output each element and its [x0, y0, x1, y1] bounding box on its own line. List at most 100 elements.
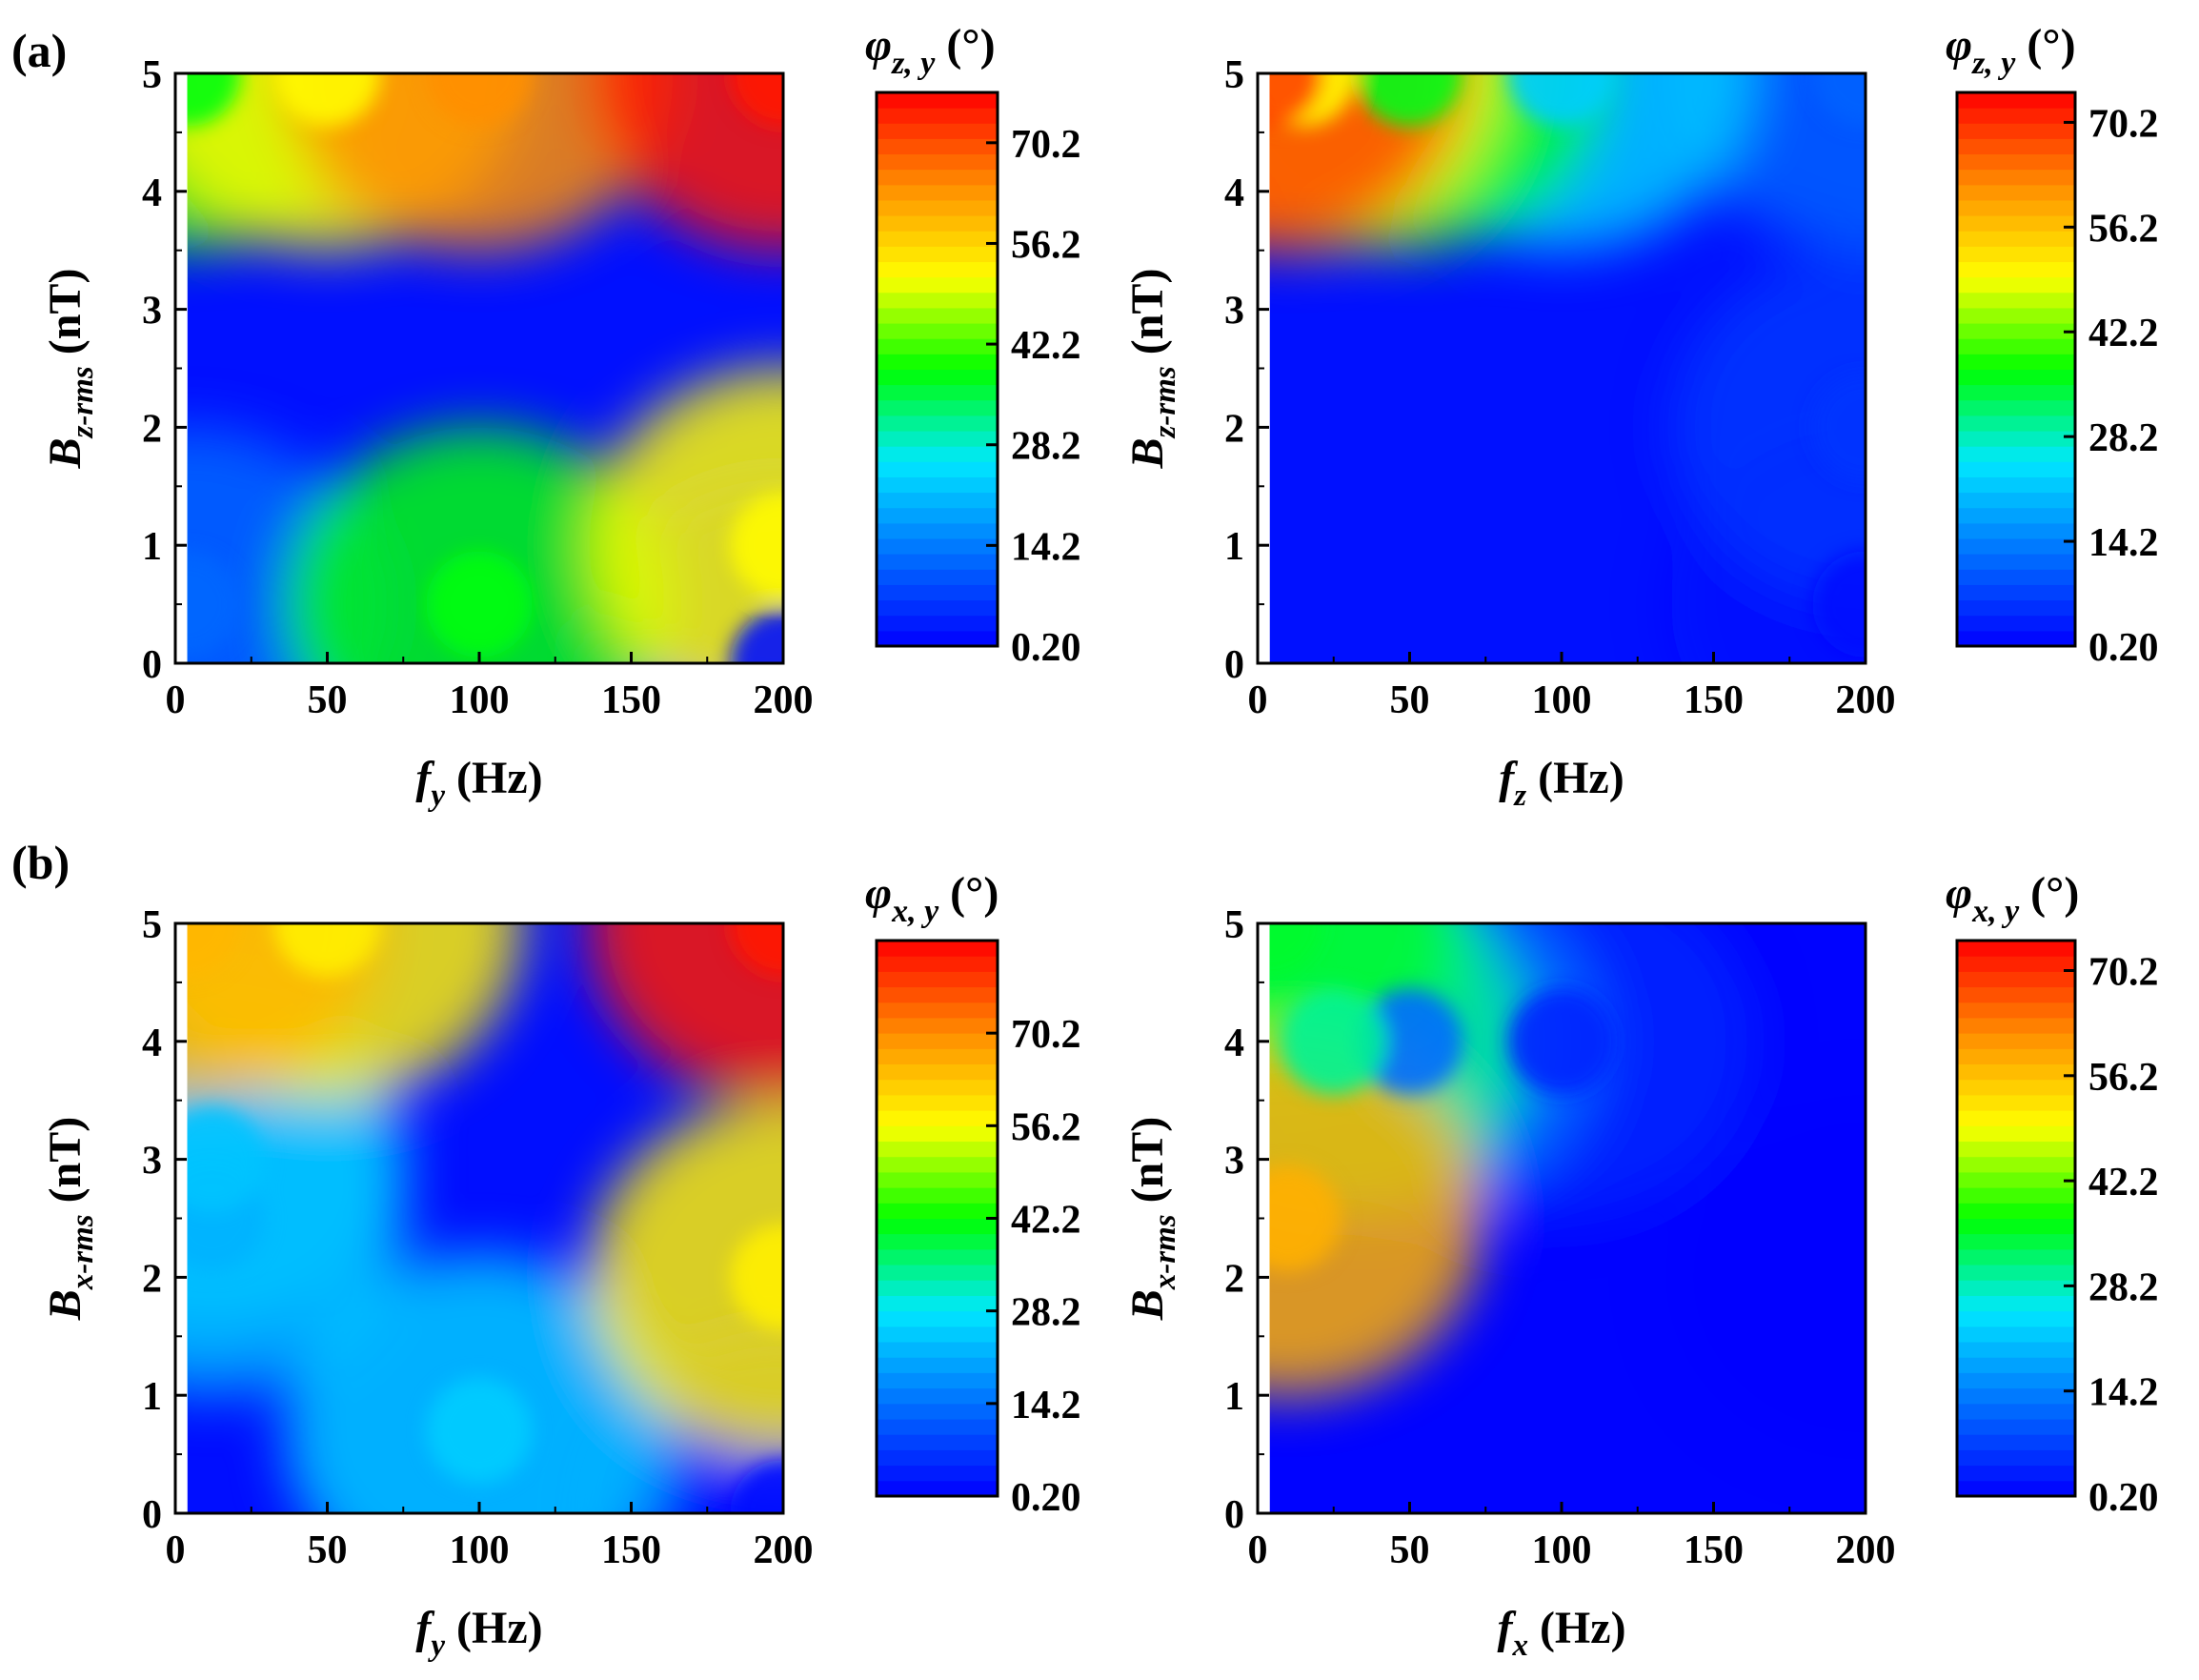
heatmap-sample	[284, 427, 675, 663]
heatmap-sample-core	[1281, 988, 1387, 1095]
colorbar-level	[877, 169, 998, 186]
x-tick-label: 150	[1684, 678, 1744, 722]
colorbar-level	[1957, 986, 2075, 1003]
colorbar-level	[877, 199, 998, 216]
colorbar-level	[1957, 1032, 2075, 1049]
colorbar-level	[877, 1248, 998, 1265]
x-tick-label: 150	[601, 1528, 661, 1572]
colorbar-level	[1957, 1218, 2075, 1235]
colorbar-level	[1957, 199, 2075, 216]
colorbar-tick-label: 56.2	[2088, 1056, 2159, 1100]
y-tick-label: 5	[142, 903, 162, 947]
colorbar-level	[877, 1356, 998, 1373]
colorbar-level	[877, 1465, 998, 1482]
y-tick-label: 4	[142, 172, 162, 215]
colorbar-level	[877, 1124, 998, 1143]
heatmap-sample-core	[187, 551, 241, 658]
heatmap-sample-core	[426, 1377, 533, 1485]
x-tick-label: 200	[754, 678, 814, 722]
colorbar-level	[1957, 1403, 2075, 1420]
colorbar-level	[1957, 492, 2075, 509]
colorbar-level	[877, 230, 998, 247]
colorbar-level	[1957, 322, 2075, 339]
colorbar-level	[1957, 107, 2075, 124]
heatmap-sample-core	[187, 1105, 265, 1213]
y-tick-label: 3	[142, 290, 162, 334]
colorbar-level	[1957, 353, 2075, 370]
colorbar-level	[877, 1079, 998, 1096]
y-tick-label: 1	[1224, 525, 1244, 569]
y-axis-label: Bz-rms (nT)	[1122, 269, 1182, 470]
colorbar-level	[1957, 1294, 2075, 1312]
x-tick-label: 50	[1390, 678, 1430, 722]
heatmap-sample	[588, 368, 783, 663]
colorbar-level	[1957, 1264, 2075, 1281]
colorbar-level	[1957, 583, 2075, 601]
colorbar-level	[877, 399, 998, 416]
colorbar-level	[1957, 1017, 2075, 1034]
x-axis-label: fy (Hz)	[415, 753, 542, 813]
colorbar-level	[1957, 214, 2075, 232]
colorbar-level	[877, 986, 998, 1003]
x-tick-label: 0	[1248, 1528, 1268, 1572]
heatmap-sample-core	[1356, 988, 1463, 1095]
colorbar-label: φz, y (°)	[1946, 20, 2076, 81]
colorbar-level	[877, 1094, 998, 1111]
colorbar-tick-label: 70.2	[2088, 102, 2159, 146]
colorbar-level	[1957, 1202, 2075, 1219]
panel-label-a: (a)	[11, 24, 67, 77]
heatmap-sample-core	[1269, 923, 1323, 977]
colorbar-level	[877, 1032, 998, 1049]
y-axis-label: Bx-rms (nT)	[40, 1117, 100, 1322]
colorbar-level	[1957, 522, 2075, 539]
colorbar-level	[1957, 276, 2075, 293]
x-axis-label: fy (Hz)	[415, 1603, 542, 1663]
colorbar-level	[877, 91, 998, 109]
chart-top-right: 0 50 100 150 200 0 1 2 3 4 5 fz (Hz) Bz-rms (nT) 0.20…	[1122, 20, 2159, 813]
colorbar-level	[1957, 230, 2075, 247]
heatmap-sample-core	[1812, 551, 1866, 658]
heatmap-sample-core	[187, 73, 241, 127]
y-tick-label: 0	[142, 1493, 162, 1537]
chart-bottom-left: 0 50 100 150 200 0 1 2 3 4 5 fy (Hz) Bx-rms (nT) 0.20…	[40, 868, 1081, 1663]
colorbar-level	[1957, 1371, 2075, 1389]
y-tick-label: 5	[1224, 53, 1244, 97]
colorbar-level	[1957, 1448, 2075, 1467]
colorbar-tick-label: 14.2	[1011, 525, 1081, 569]
colorbar-level	[877, 1017, 998, 1034]
heatmap-sample-core	[730, 610, 783, 663]
colorbar-level	[1957, 955, 2075, 972]
colorbar-level	[1957, 1079, 2075, 1096]
colorbar-level	[877, 1002, 998, 1019]
colorbar-level	[877, 1141, 998, 1158]
colorbar-level	[877, 1264, 998, 1281]
colorbar-level	[877, 1279, 998, 1296]
colorbar-tick-label: 56.2	[1011, 223, 1081, 267]
x-tick-label: 50	[308, 1528, 348, 1572]
colorbar-tick-label: 70.2	[2088, 951, 2159, 995]
colorbar-level	[1957, 1418, 2075, 1435]
colorbar-tick-label: 0.20	[1011, 626, 1081, 670]
colorbar-frame	[875, 91, 999, 648]
colorbar-level	[877, 122, 998, 139]
heatmap-sample-core	[730, 1224, 783, 1331]
y-tick-label: 3	[142, 1140, 162, 1184]
colorbar-level	[1957, 399, 2075, 416]
chart-top-left: 0 50 100 150 200 0 1 2 3 4 5 fy (Hz) Bz-rms (nT) 0.20…	[40, 20, 1081, 813]
colorbar-label: φz, y (°)	[865, 20, 996, 81]
y-tick-label: 4	[1224, 172, 1244, 215]
colorbar-level	[877, 245, 998, 263]
colorbar-tick-label: 42.2	[2088, 1161, 2159, 1204]
colorbar-level	[1957, 384, 2075, 401]
heatmap-sample-core	[1508, 73, 1615, 127]
x-tick-label: 0	[1248, 678, 1268, 722]
colorbar-level	[1957, 1186, 2075, 1204]
x-tick-label: 200	[1836, 1528, 1896, 1572]
heatmap-sample-core	[426, 551, 533, 658]
colorbar-label: φx, y (°)	[865, 868, 999, 929]
colorbar-level	[877, 1233, 998, 1250]
heatmap-sample-core	[730, 1460, 783, 1513]
